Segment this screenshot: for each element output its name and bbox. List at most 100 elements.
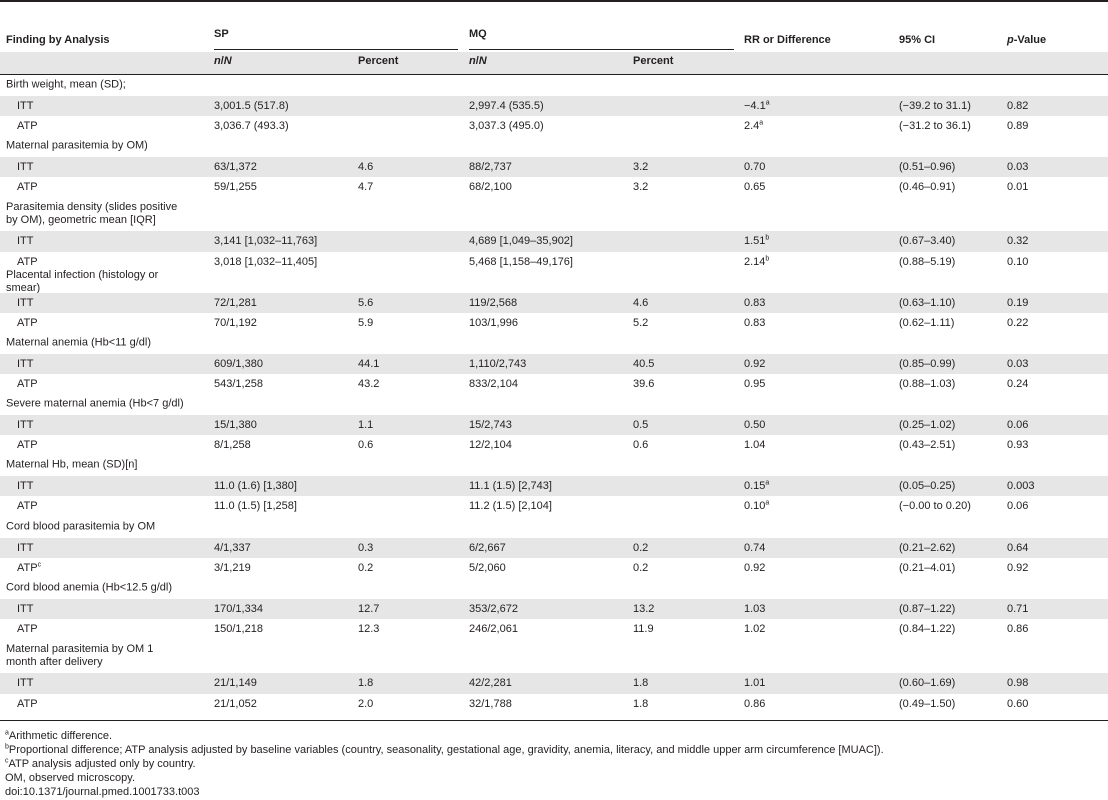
- sp-percent-cell: 1.1: [358, 419, 373, 431]
- table-row: ATP 8/1,258 0.6 12/2,104 0.6 1.04 (0.43–2.51) 0…: [0, 435, 1108, 456]
- mq-n-cell-text: 12/2,104: [469, 439, 512, 452]
- row-label-text: ATP: [17, 562, 38, 575]
- mq-n-cell-text: 246/2,061: [469, 623, 518, 636]
- subheader-mq-percent: Percent: [633, 55, 674, 67]
- mq-percent-cell-text: 13.2: [633, 602, 655, 615]
- sp-n-cell: 11.0 (1.6) [1,380]: [214, 480, 297, 492]
- footnote-text: OM, observed microscopy.: [5, 772, 136, 784]
- mq-header-underline: [469, 49, 734, 50]
- sp-n-cell: 15/1,380: [214, 419, 257, 431]
- sp-n-cell-text: 21/1,149: [214, 677, 257, 690]
- sp-n-cell-text: 543/1,258: [214, 378, 263, 391]
- sp-percent-cell-text: 4.7: [358, 181, 374, 194]
- mq-percent-cell: 4.6: [633, 297, 648, 309]
- footnote-marker: a: [765, 499, 770, 507]
- ci-cell-text: (0.05–0.25): [899, 479, 956, 492]
- rr-cell-text: 0.92: [744, 357, 766, 370]
- header-ci: 95% CI: [899, 34, 936, 46]
- p-value-cell-text: 0.03: [1007, 357, 1029, 370]
- p-value-cell-text: 0.06: [1007, 500, 1029, 513]
- table-subheader-row: n/N Percent n/N Percent: [0, 52, 1108, 74]
- mq-percent-cell-text: 3.2: [633, 181, 649, 194]
- footnote: bProportional difference; ATP analysis a…: [5, 743, 884, 757]
- sp-n-cell: 4/1,337: [214, 542, 251, 554]
- rr-cell: 0.74: [744, 542, 765, 554]
- mq-n-cell: 1,110/2,743: [469, 358, 526, 370]
- row-label-text: ITT: [17, 479, 34, 492]
- sp-n-cell: 21/1,149: [214, 677, 257, 689]
- ci-cell-text: (−39.2 to 31.1): [899, 99, 971, 112]
- section-title: Placental infection (histology or smear): [6, 269, 159, 295]
- mq-percent-cell: 0.6: [633, 439, 648, 451]
- sp-percent-cell: 4.7: [358, 181, 373, 193]
- sp-n-cell: 150/1,218: [214, 623, 263, 635]
- row-label-text: ITT: [17, 677, 34, 690]
- sp-n-cell: 3,001.5 (517.8): [214, 100, 289, 112]
- table-row: ATP 150/1,218 12.3 246/2,061 11.9 1.02 (0.84–1…: [0, 619, 1108, 640]
- section-title: Maternal anemia (Hb<11 g/dl): [6, 336, 152, 349]
- footnote-marker: c: [37, 561, 42, 569]
- footnote: aArithmetic difference.: [5, 729, 112, 743]
- header-bottom-rule: [0, 74, 1108, 75]
- header-finding: Finding by Analysis: [6, 34, 110, 46]
- table-row: ATPc 3/1,219 0.2 5/2,060 0.2 0.92 (0.21–4.01) 0…: [0, 558, 1108, 579]
- mq-n-cell-text: 103/1,996: [469, 317, 518, 330]
- ci-cell: (0.21–2.62): [899, 542, 955, 554]
- mq-percent-cell-text: 3.2: [633, 160, 649, 173]
- sp-percent-cell: 4.6: [358, 161, 373, 173]
- ci-cell: (0.60–1.69): [899, 677, 955, 689]
- header-mq: MQ: [469, 28, 487, 40]
- footnote-text: ATP analysis adjusted only by country.: [8, 758, 196, 770]
- sp-n-cell-text: 21/1,052: [214, 697, 257, 710]
- rr-cell: 1.04: [744, 439, 765, 451]
- mq-n-cell: 5/2,060: [469, 562, 506, 574]
- p-value-cell-text: 0.19: [1007, 296, 1029, 309]
- section-title-row: Maternal Hb, mean (SD)[n]: [0, 455, 1108, 476]
- sp-percent-cell: 43.2: [358, 378, 379, 390]
- sp-percent-cell: 2.0: [358, 698, 373, 710]
- rr-cell-text: 0.95: [744, 378, 766, 391]
- ci-cell-text: (0.21–2.62): [899, 541, 956, 554]
- row-label: ITT: [17, 358, 34, 370]
- row-label: ATP: [17, 120, 38, 132]
- rr-cell: 0.70: [744, 161, 765, 173]
- ci-cell: (0.25–1.02): [899, 419, 955, 431]
- sp-percent-cell-text: 1.1: [358, 418, 374, 431]
- ci-cell: (0.43–2.51): [899, 439, 955, 451]
- sp-percent-cell-text: 0.2: [358, 562, 374, 575]
- mq-n-cell: 88/2,737: [469, 161, 512, 173]
- mq-percent-cell: 11.9: [633, 623, 654, 635]
- p-value-cell: 0.03: [1007, 358, 1028, 370]
- footnote-text: Arithmetic difference.: [8, 730, 113, 742]
- row-label: ATP: [17, 623, 38, 635]
- sp-n-cell: 609/1,380: [214, 358, 263, 370]
- table-row: ATP 21/1,052 2.0 32/1,788 1.8 0.86 (0.49–1.50)…: [0, 694, 1108, 715]
- section-title: Maternal Hb, mean (SD)[n]: [6, 458, 138, 471]
- ci-cell-text: (0.87–1.22): [899, 602, 956, 615]
- rr-cell: 0.15a: [744, 479, 770, 492]
- table-top-rule: [0, 0, 1108, 2]
- row-label: ITT: [17, 297, 34, 309]
- section-title: Cord blood anemia (Hb<12.5 g/dl): [6, 581, 173, 594]
- mq-percent-cell: 1.8: [633, 698, 648, 710]
- footnote-marker: a: [765, 479, 770, 487]
- p-value-cell: 0.32: [1007, 235, 1028, 247]
- row-label: ATP: [17, 317, 38, 329]
- rr-cell: 1.03: [744, 603, 765, 615]
- mq-percent-cell: 0.2: [633, 542, 648, 554]
- p-value-cell: 0.03: [1007, 161, 1028, 173]
- header-p-value: p-Value: [1007, 34, 1047, 46]
- row-label: ATP: [17, 378, 38, 390]
- mq-n-cell-text: 11.2 (1.5) [2,104]: [469, 500, 552, 513]
- rr-cell: 2.4a: [744, 120, 763, 133]
- rr-cell-text: 0.70: [744, 160, 766, 173]
- ci-cell: (0.67–3.40): [899, 235, 955, 247]
- row-label: ATP: [17, 181, 38, 193]
- ci-cell: (0.88–1.03): [899, 378, 955, 390]
- rr-cell: 0.50: [744, 419, 765, 431]
- mq-n-cell-text: 353/2,672: [469, 602, 518, 615]
- ci-cell-text: (0.63–1.10): [899, 296, 956, 309]
- section-title-row: Placental infection (histology or smear): [0, 269, 1108, 295]
- table-row: ATP 59/1,255 4.7 68/2,100 3.2 0.65 (0.46–0.91)…: [0, 177, 1108, 198]
- ci-cell: (0.46–0.91): [899, 181, 955, 193]
